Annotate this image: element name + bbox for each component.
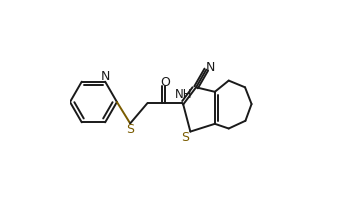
Text: S: S bbox=[181, 131, 189, 144]
Text: S: S bbox=[126, 123, 134, 136]
Text: O: O bbox=[160, 76, 170, 89]
Text: N: N bbox=[100, 70, 110, 83]
Text: NH: NH bbox=[175, 88, 192, 101]
Text: N: N bbox=[206, 61, 215, 74]
